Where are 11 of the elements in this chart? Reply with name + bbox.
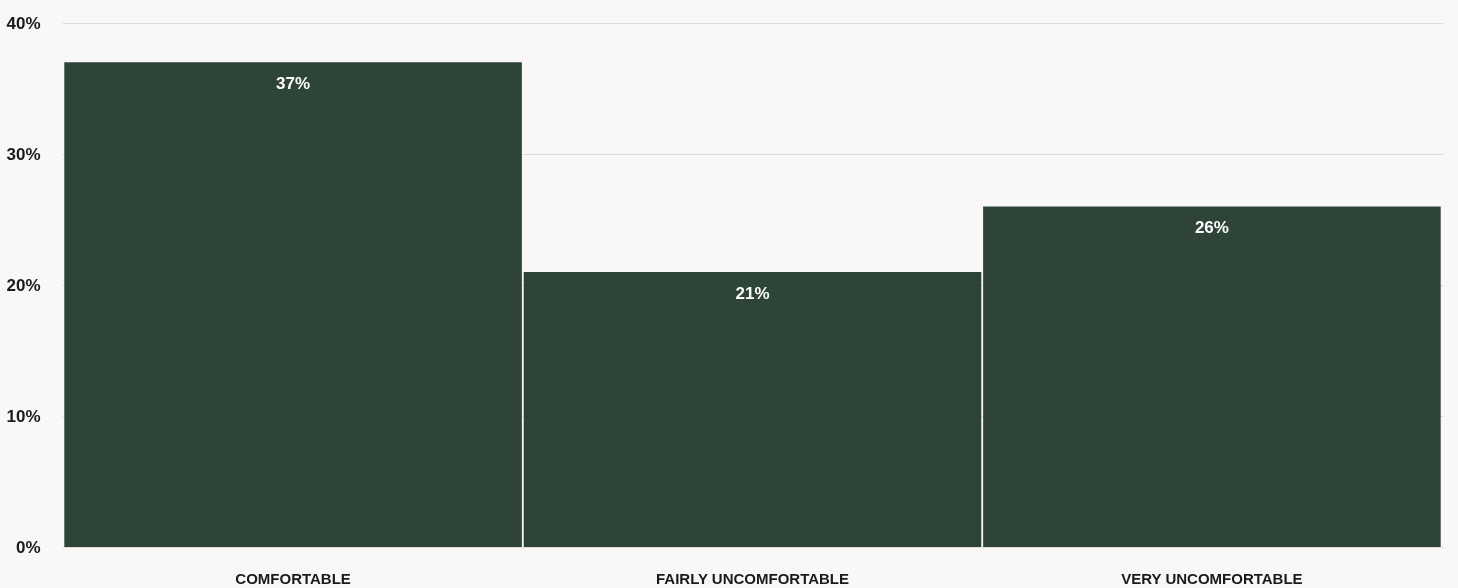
y-tick-label: 10% [6,406,41,426]
data-label: 37% [276,74,311,94]
y-tick-label: 30% [6,144,41,164]
y-tick-label: 40% [6,13,41,33]
x-tick-label: COMFORTABLE [235,569,351,587]
y-tick-label: 20% [6,275,41,295]
y-tick-label: 0% [15,537,41,557]
x-tick-label: VERY UNCOMFORTABLE [1121,569,1303,587]
x-tick-label: FAIRLY UNCOMFORTABLE [655,569,850,587]
data-label: 21% [735,283,770,303]
data-label: 26% [1194,218,1229,238]
